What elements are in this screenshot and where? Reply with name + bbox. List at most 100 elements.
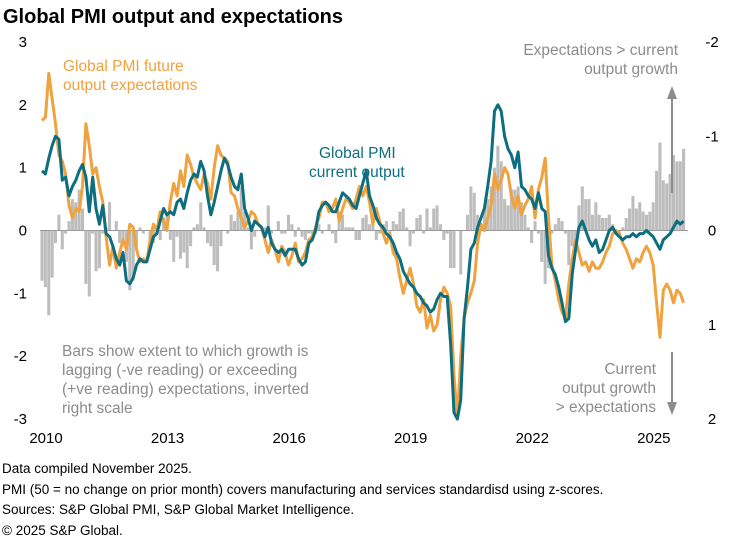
gap-bar: [121, 230, 125, 244]
gap-bar: [526, 227, 530, 231]
gap-bar: [47, 230, 51, 316]
right-tick-label: -1: [705, 128, 718, 145]
gap-bar: [253, 230, 257, 237]
gap-bar: [189, 230, 193, 247]
gap-bar: [449, 230, 453, 269]
gap-bar: [519, 202, 524, 231]
gap-bar: [432, 208, 436, 231]
series-lines: [40, 71, 686, 421]
gap-bar: [422, 230, 426, 234]
gap-bar: [648, 211, 652, 231]
gap-bar: [344, 227, 348, 231]
gap-bar: [108, 202, 112, 231]
gap-bar: [330, 230, 334, 234]
gap-bar: [553, 224, 557, 231]
chart-title: Global PMI output and expectations: [3, 6, 343, 28]
gap-bar: [347, 227, 351, 231]
gap-bar: [675, 161, 679, 231]
gap-bar: [472, 192, 476, 231]
gap-bar: [364, 214, 368, 231]
gap-bar: [293, 230, 297, 237]
gap-bar: [384, 221, 388, 231]
gap-bar: [651, 202, 655, 231]
gap-bar: [131, 230, 135, 281]
gap-bar: [661, 180, 665, 231]
gap-bar: [351, 227, 355, 231]
gap-bar: [563, 230, 567, 234]
bars-note-line3: (+ve reading) expectations, inverted: [62, 381, 309, 398]
gap-bar: [655, 170, 659, 231]
gap-bar: [87, 230, 91, 297]
gap-bar: [91, 230, 95, 234]
gap-bar: [597, 214, 601, 231]
gap-bar: [445, 230, 449, 234]
gap-bar: [378, 230, 382, 234]
bottom-right-note-line2: output growth: [562, 380, 656, 397]
gap-bar: [138, 227, 142, 231]
x-tick-label: 2025: [637, 430, 670, 447]
gap-bar: [533, 221, 537, 231]
gap-bar: [418, 214, 422, 231]
bars-note-line4: right scale: [62, 400, 133, 417]
gap-bar: [317, 224, 321, 231]
gap-bar: [300, 230, 304, 237]
left-tick-label: 0: [19, 223, 27, 240]
gap-bar: [428, 227, 432, 231]
gap-bar: [580, 186, 584, 231]
gap-bar: [634, 208, 638, 231]
gap-bar: [53, 230, 58, 244]
gap-bar: [182, 230, 186, 253]
gap-bar: [168, 230, 172, 240]
gap-bar: [74, 202, 78, 231]
left-tick-label: -3: [14, 411, 27, 428]
gap-bar: [84, 230, 88, 284]
gap-bar: [219, 230, 223, 247]
gap-bar: [452, 230, 456, 269]
expectations-label-line1: Global PMI future: [63, 58, 184, 75]
gap-bar: [658, 142, 662, 231]
gap-bar: [644, 214, 649, 231]
gap-bar: [482, 208, 486, 231]
left-axis: 3 2 1 0 -1 -2 -3: [14, 34, 27, 428]
gap-bar: [40, 230, 44, 281]
gap-bar: [290, 224, 294, 231]
gap-bar: [401, 208, 405, 231]
gap-bar: [216, 230, 220, 272]
gap-bar: [192, 227, 196, 231]
top-right-note-line2: output growth: [584, 61, 678, 78]
x-tick-label: 2013: [151, 430, 184, 447]
gap-bar: [158, 230, 162, 240]
gap-bar: [594, 202, 598, 231]
bars-note-line1: Bars show extent to which growth is: [62, 343, 309, 360]
gap-bar: [631, 195, 635, 231]
footer-line1: Data compiled November 2025.: [2, 461, 192, 476]
gap-bar: [513, 189, 517, 231]
gap-bar: [286, 214, 291, 231]
gap-bar: [567, 230, 571, 266]
gap-bar: [476, 214, 480, 231]
gap-bar: [195, 224, 199, 231]
gap-bar: [499, 161, 503, 231]
gap-bar: [601, 217, 605, 231]
right-tick-label: 1: [708, 317, 716, 334]
gap-bar: [665, 183, 669, 231]
gap-bar: [60, 230, 64, 250]
gap-bar: [577, 205, 581, 231]
gap-bar: [361, 217, 365, 231]
gap-bar: [438, 224, 442, 231]
gap-bar: [530, 230, 534, 244]
gap-bar: [624, 217, 628, 231]
gap-bar: [205, 230, 209, 244]
gap-bar: [64, 230, 68, 234]
x-axis: 2010 2013 2016 2019 2022 2025: [29, 430, 670, 447]
gap-bar: [638, 202, 642, 231]
right-tick-label: -2: [705, 34, 718, 51]
gap-bar: [114, 221, 118, 231]
gap-bar: [239, 186, 243, 231]
gap-bar: [263, 227, 267, 231]
gap-bar: [509, 189, 513, 231]
footer-line4: © 2025 S&P Global.: [2, 523, 123, 538]
gap-bar: [442, 230, 446, 240]
gap-bar: [621, 227, 625, 231]
